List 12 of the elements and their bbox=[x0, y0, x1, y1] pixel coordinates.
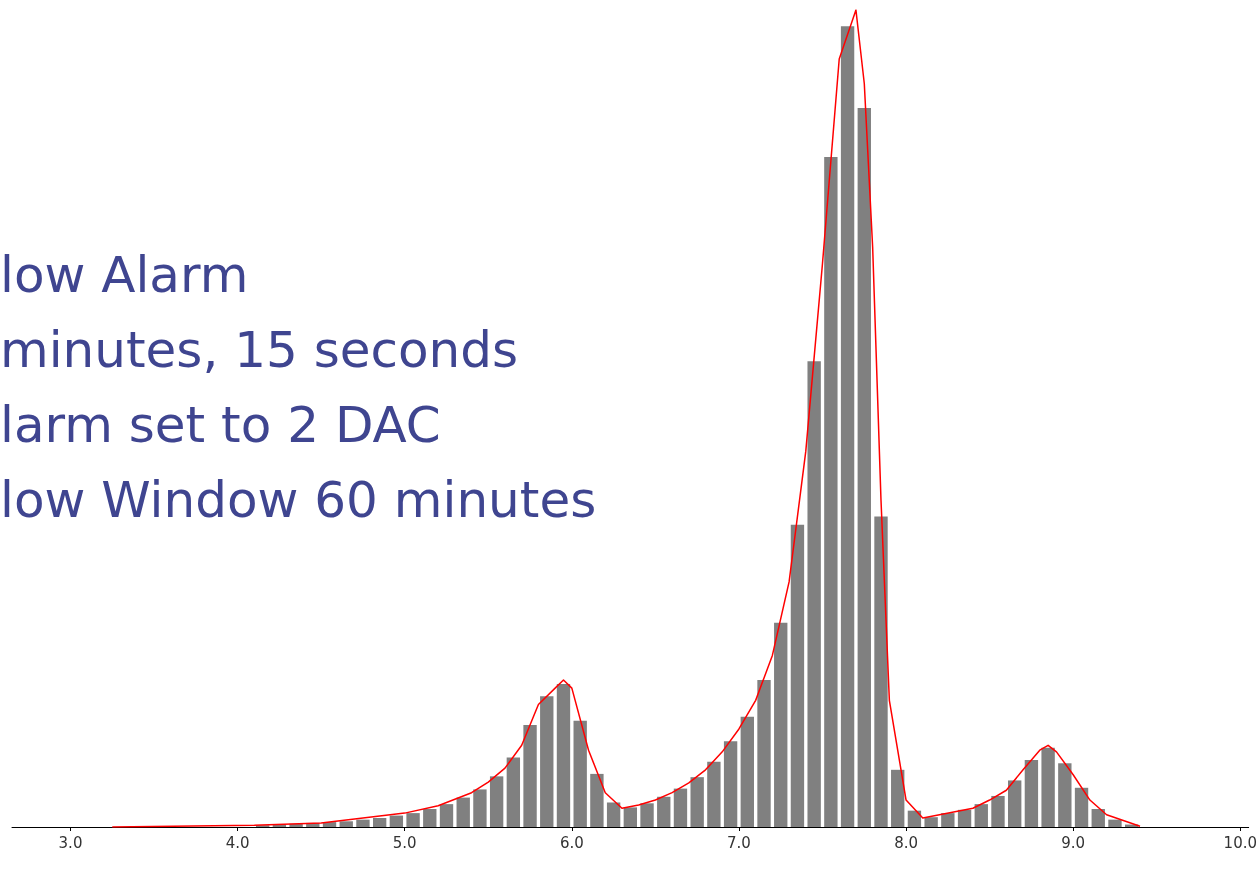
annotation: low Alarm bbox=[0, 246, 249, 304]
x-tick-label: 3.0 bbox=[58, 833, 83, 852]
x-tick-label: 8.0 bbox=[894, 833, 918, 852]
x-tick-label: 6.0 bbox=[559, 833, 584, 852]
annotation: larm set to 2 DAC bbox=[0, 396, 441, 454]
x-tick-label: 5.0 bbox=[392, 833, 417, 852]
annotation: low Window 60 minutes bbox=[0, 471, 597, 529]
x-tick-label: 9.0 bbox=[1061, 833, 1086, 852]
x-tick-label: 7.0 bbox=[727, 833, 751, 852]
x-tick-label: 10.0 bbox=[1223, 833, 1257, 852]
annotation: minutes, 15 seconds bbox=[0, 321, 519, 379]
x-tick-label: 4.0 bbox=[225, 833, 250, 852]
